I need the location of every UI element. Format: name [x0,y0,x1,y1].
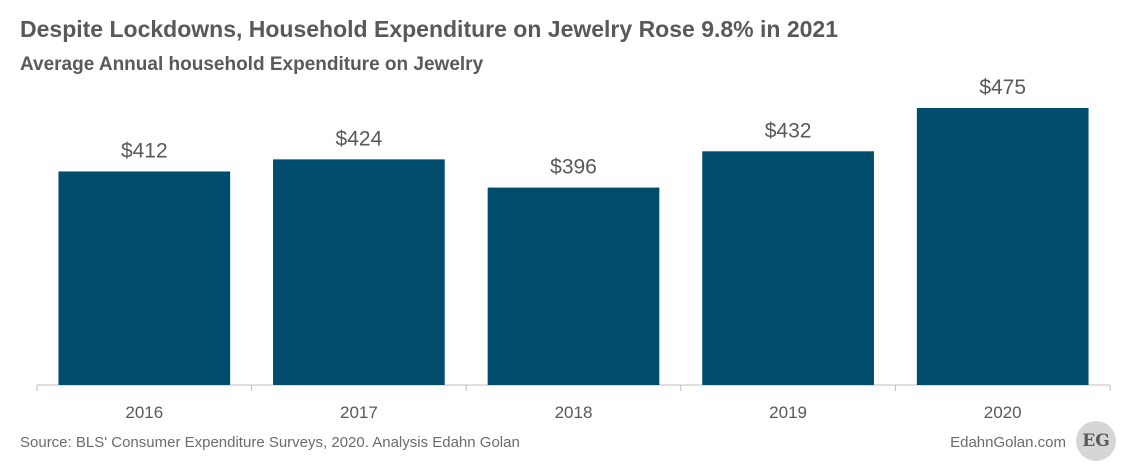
x-tick-label-2018: 2018 [555,403,593,422]
bar-2017 [273,159,445,385]
x-tick-label-2019: 2019 [769,403,807,422]
x-tick-label-2020: 2020 [984,403,1022,422]
data-label-2019: $432 [765,119,812,142]
x-tick-label-2016: 2016 [125,403,163,422]
data-label-2018: $396 [550,156,597,179]
bar-2018 [487,187,660,385]
data-label-2017: $424 [336,127,383,150]
bar-2019 [702,151,874,385]
eg-logo: EG [1076,421,1116,461]
chart-title: Despite Lockdowns, Household Expenditure… [20,16,839,42]
bar-chart: $412 2016 $424 2017 $396 2018 $432 2019 $475 2020 [36,76,1111,422]
bar-2020 [916,108,1089,385]
bar-2016 [58,171,231,385]
brand-link[interactable]: EdahnGolan.com [950,434,1066,451]
source-note: Source: BLS' Consumer Expenditure Survey… [20,434,520,451]
data-label-2020: $475 [979,76,1026,99]
data-label-2016: $412 [121,139,168,162]
chart-subtitle: Average Annual household Expenditure on … [20,54,484,75]
x-tick-label-2017: 2017 [340,403,378,422]
